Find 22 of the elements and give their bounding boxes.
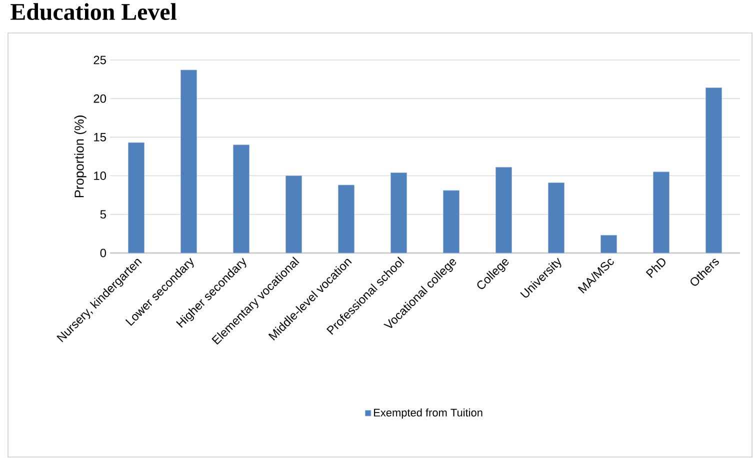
y-axis-title: Proportion (%) <box>74 116 86 198</box>
bar <box>496 167 512 254</box>
bar <box>706 88 722 254</box>
bar <box>443 190 460 254</box>
y-tick-label: 25 <box>94 56 106 64</box>
x-tick-label: PhD <box>646 258 666 278</box>
y-tick-label: 5 <box>100 210 106 219</box>
bar <box>653 172 670 254</box>
bar <box>338 184 354 254</box>
bar <box>600 235 617 254</box>
bar <box>548 182 564 254</box>
chart-title: Education Level <box>10 3 177 20</box>
bar <box>390 172 407 254</box>
bar <box>233 144 250 254</box>
legend-label: Exempted from Tuition <box>374 408 482 419</box>
bar <box>180 70 197 254</box>
bar <box>128 142 144 254</box>
y-tick-label: 15 <box>94 133 106 142</box>
bar <box>286 176 302 254</box>
y-tick-label: 10 <box>94 172 106 180</box>
y-tick-label: 0 <box>100 248 106 258</box>
y-tick-label: 20 <box>94 94 106 103</box>
